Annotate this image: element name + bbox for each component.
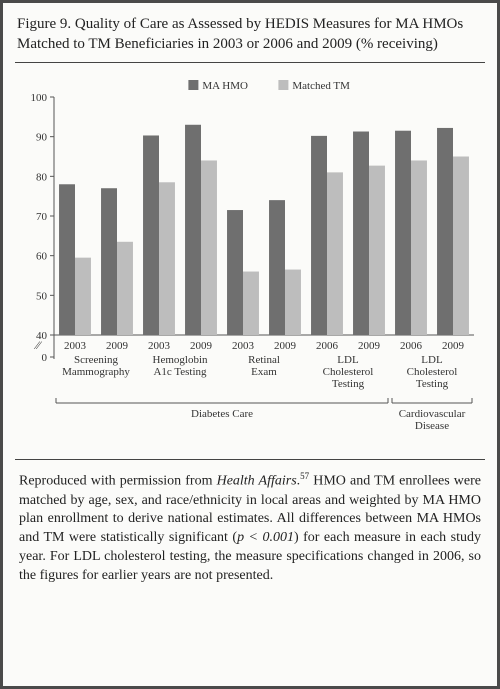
svg-text:Diabetes Care: Diabetes Care [191,408,253,420]
svg-text:2006: 2006 [400,340,423,352]
svg-text:Screening: Screening [74,354,118,366]
bar-series2 [159,182,175,335]
bar-series2 [243,272,259,335]
svg-text:Testing: Testing [332,378,365,390]
legend-swatch-2 [278,80,288,90]
bar-series1 [185,125,201,335]
svg-text:Exam: Exam [251,366,277,378]
chart: 405060708090100⁄⁄02003200920032009200320… [20,73,480,453]
svg-text:Cardiovascular: Cardiovascular [399,408,466,420]
bar-series1 [143,135,159,335]
bar-series2 [453,157,469,336]
svg-text:A1c Testing: A1c Testing [153,366,207,378]
svg-text:Retinal: Retinal [248,354,280,366]
bar-series2 [75,258,91,335]
bar-series2 [117,242,133,335]
svg-text:2003: 2003 [148,340,171,352]
caption-cite: 57 [300,471,309,481]
svg-text:LDL: LDL [421,354,443,366]
svg-text:2006: 2006 [316,340,339,352]
svg-text:90: 90 [36,132,48,144]
svg-text:2009: 2009 [358,340,381,352]
svg-text:2009: 2009 [106,340,129,352]
svg-text:2009: 2009 [442,340,465,352]
svg-text:2003: 2003 [64,340,87,352]
bar-series1 [311,136,327,335]
legend-label-2: Matched TM [292,80,350,92]
figure-title: Figure 9. Quality of Care as Assessed by… [17,15,483,54]
caption-pval: p < 0.001 [237,530,294,545]
chart-svg: 405060708090100⁄⁄02003200920032009200320… [20,73,480,453]
bar-series1 [395,131,411,335]
legend-label-1: MA HMO [202,80,248,92]
svg-text:80: 80 [36,171,48,183]
svg-text:Hemoglobin: Hemoglobin [153,354,208,366]
bar-series1 [59,184,75,335]
svg-text:2003: 2003 [232,340,255,352]
bar-series2 [411,160,427,335]
svg-text:100: 100 [31,92,48,104]
caption-rule [15,459,485,460]
svg-text:70: 70 [36,211,48,223]
bar-series2 [201,160,217,335]
svg-text:LDL: LDL [337,354,359,366]
bar-series1 [101,188,117,335]
bar-series2 [285,270,301,335]
bar-series1 [269,200,285,335]
caption-prefix: Reproduced with permission from [19,474,217,489]
bar-series1 [353,132,369,335]
svg-text:2009: 2009 [274,340,297,352]
bar-series1 [437,128,453,335]
legend-swatch-1 [188,80,198,90]
svg-text:Cholesterol: Cholesterol [323,366,374,378]
bar-series2 [327,172,343,335]
svg-text:Cholesterol: Cholesterol [407,366,458,378]
bar-series1 [227,210,243,335]
bar-series2 [369,166,385,335]
svg-text:Testing: Testing [416,378,449,390]
svg-text:Mammography: Mammography [62,366,130,378]
figure-caption: Reproduced with permission from Health A… [19,470,481,586]
svg-text:50: 50 [36,290,48,302]
svg-text:Disease: Disease [415,420,449,432]
svg-text:0: 0 [42,352,48,364]
svg-text:60: 60 [36,251,48,263]
caption-journal: Health Affairs [217,474,297,489]
title-rule [15,62,485,63]
svg-text:2009: 2009 [190,340,213,352]
